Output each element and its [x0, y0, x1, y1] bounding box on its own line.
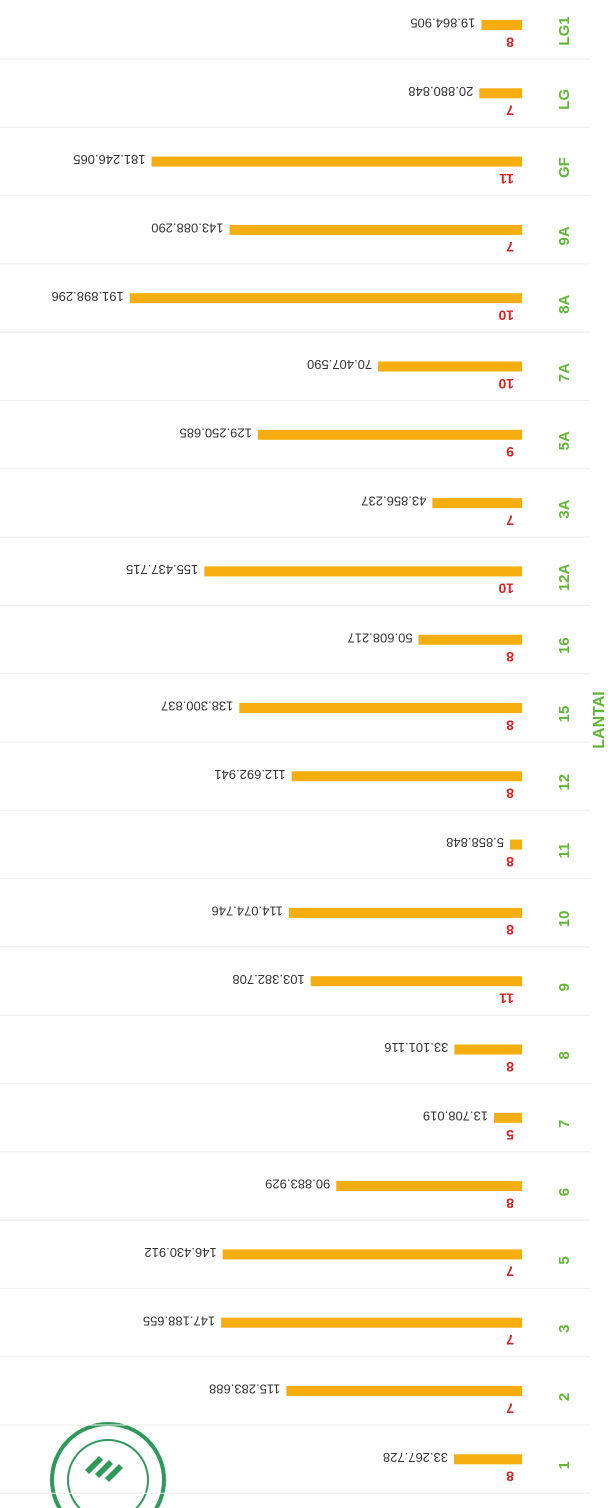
bar [418, 634, 522, 645]
bar [151, 156, 522, 167]
bar [510, 839, 522, 850]
value-label: 33.101.116 [384, 1040, 448, 1055]
category-label: 15 [556, 706, 573, 723]
axis-label: LANTAI [591, 691, 608, 748]
value-label: 129.250.685 [180, 425, 252, 440]
category-label: 8 [556, 1051, 573, 1059]
count-label: 7 [506, 1400, 514, 1416]
category-label: 2 [556, 1393, 573, 1401]
category-label: 16 [556, 637, 573, 654]
value-label: 43.856.237 [361, 494, 426, 509]
bar [378, 361, 522, 372]
value-label: 33.267.728 [383, 1450, 448, 1465]
value-label: 147.188.655 [143, 1313, 215, 1328]
count-label: 8 [506, 922, 514, 938]
category-label: 12 [556, 774, 573, 791]
value-label: 112.692.941 [214, 767, 285, 782]
value-label: 103.382.708 [232, 972, 304, 987]
logo-inner-ring [67, 1439, 149, 1508]
count-label: 9 [506, 444, 514, 460]
value-label: 191.898.296 [51, 289, 123, 304]
count-label: 11 [499, 171, 514, 187]
value-label: 115.283.688 [209, 1382, 280, 1397]
category-label: 10 [556, 911, 573, 928]
count-label: 11 [499, 990, 514, 1006]
count-label: 8 [506, 34, 514, 50]
value-label: 138.300.837 [161, 699, 233, 714]
category-label: 9A [556, 226, 573, 245]
count-label: 8 [506, 649, 514, 665]
category-label: 5A [556, 431, 573, 450]
bar [221, 1317, 522, 1328]
count-label: 8 [506, 1195, 514, 1211]
bar [229, 224, 523, 235]
bar [493, 1112, 522, 1123]
bar [291, 771, 522, 782]
value-label: 5.858.848 [446, 835, 504, 850]
category-label: 3A [556, 499, 573, 518]
count-label: 8 [506, 854, 514, 870]
count-label: 7 [506, 512, 514, 528]
category-label: 9 [556, 983, 573, 991]
value-label: 20.880.848 [408, 84, 473, 99]
value-label: 19.864.905 [410, 16, 475, 31]
bar [310, 976, 522, 987]
count-label: 7 [506, 1332, 514, 1348]
value-label: 114.074.746 [211, 903, 282, 918]
bar [286, 1386, 522, 1396]
category-label: 1 [556, 1461, 573, 1469]
category-label: 3 [556, 1325, 573, 1333]
count-label: 8 [506, 786, 514, 802]
value-label: 50.608.217 [347, 630, 412, 645]
logo-icon [85, 1456, 123, 1482]
count-label: 7 [506, 239, 514, 255]
bar [481, 20, 522, 30]
category-label: 7 [556, 1120, 573, 1128]
bar [479, 88, 522, 99]
value-label: 181.246.065 [73, 152, 145, 167]
count-label: 8 [506, 717, 514, 733]
count-label: 5 [506, 1127, 514, 1143]
category-label: GF [556, 157, 573, 178]
logo-ring [50, 1422, 166, 1508]
value-label: 155.437.715 [126, 562, 198, 577]
bar [454, 1044, 522, 1055]
logo [50, 1422, 166, 1508]
category-label: 11 [556, 843, 573, 859]
category-label: 5 [556, 1256, 573, 1264]
count-label: 8 [506, 1059, 514, 1075]
count-label: 7 [506, 1264, 514, 1280]
category-label: LG [556, 89, 573, 110]
category-label: 6 [556, 1188, 573, 1196]
category-label: 12A [556, 563, 573, 591]
bar [432, 498, 522, 509]
count-label: 10 [498, 376, 514, 392]
bar [222, 1249, 522, 1260]
bar [257, 429, 522, 440]
category-label: 8A [556, 294, 573, 313]
category-label: LG1 [556, 16, 573, 45]
bar [336, 1181, 522, 1192]
value-label: 70.407.590 [307, 357, 372, 372]
bar [454, 1454, 522, 1465]
category-label: 7A [556, 363, 573, 382]
bar [204, 566, 522, 577]
bar [288, 907, 522, 918]
value-label: 90.883.929 [265, 1177, 330, 1192]
value-label: 13.708.019 [423, 1108, 488, 1123]
count-label: 10 [498, 307, 514, 323]
value-label: 146.430.912 [144, 1245, 216, 1260]
count-label: 10 [498, 581, 514, 597]
value-label: 143.088.290 [151, 220, 223, 235]
count-label: 8 [506, 1469, 514, 1485]
bar [239, 703, 522, 713]
count-label: 7 [506, 103, 514, 119]
bar [129, 293, 522, 304]
